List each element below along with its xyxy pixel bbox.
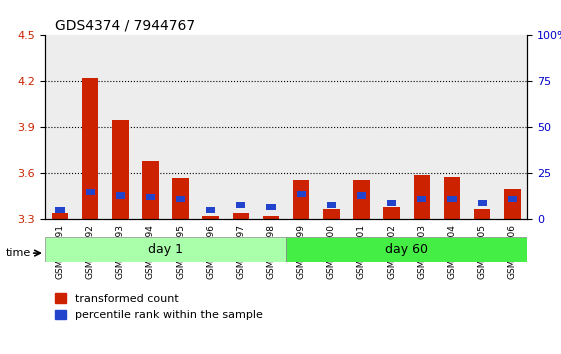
- Text: time: time: [6, 248, 31, 258]
- Text: GDS4374 / 7944767: GDS4374 / 7944767: [54, 19, 195, 33]
- Text: day 60: day 60: [385, 243, 428, 256]
- Bar: [135, 35, 165, 219]
- Bar: [233, 213, 249, 219]
- Bar: [226, 35, 256, 219]
- Bar: [357, 193, 366, 199]
- Bar: [203, 216, 219, 219]
- Bar: [142, 161, 159, 219]
- Bar: [176, 196, 185, 202]
- Bar: [146, 194, 155, 200]
- Bar: [172, 178, 189, 219]
- Bar: [82, 78, 98, 219]
- Bar: [52, 213, 68, 219]
- Bar: [447, 196, 457, 202]
- Bar: [105, 35, 135, 219]
- Bar: [508, 196, 517, 202]
- Bar: [323, 209, 339, 219]
- Bar: [376, 35, 407, 219]
- Bar: [286, 35, 316, 219]
- Bar: [266, 204, 275, 210]
- Bar: [497, 35, 527, 219]
- Bar: [293, 179, 310, 219]
- Bar: [45, 35, 75, 219]
- Bar: [474, 209, 490, 219]
- Bar: [56, 207, 65, 213]
- Bar: [327, 202, 336, 208]
- Bar: [263, 216, 279, 219]
- Bar: [407, 35, 437, 219]
- Bar: [437, 35, 467, 219]
- Bar: [417, 196, 426, 202]
- Bar: [165, 35, 196, 219]
- FancyBboxPatch shape: [45, 237, 286, 262]
- Bar: [467, 35, 497, 219]
- FancyBboxPatch shape: [286, 237, 527, 262]
- Bar: [387, 200, 396, 206]
- Text: day 1: day 1: [148, 243, 183, 256]
- Bar: [316, 35, 346, 219]
- Bar: [444, 177, 460, 219]
- Bar: [196, 35, 226, 219]
- Bar: [236, 202, 246, 208]
- Bar: [504, 189, 521, 219]
- Bar: [383, 207, 400, 219]
- Bar: [256, 35, 286, 219]
- Bar: [85, 189, 95, 195]
- Bar: [346, 35, 376, 219]
- Legend: transformed count, percentile rank within the sample: transformed count, percentile rank withi…: [50, 289, 267, 325]
- Bar: [116, 193, 125, 199]
- Bar: [413, 175, 430, 219]
- Bar: [75, 35, 105, 219]
- Bar: [477, 200, 487, 206]
- Bar: [297, 191, 306, 197]
- Bar: [353, 179, 370, 219]
- Bar: [112, 120, 128, 219]
- Bar: [206, 207, 215, 213]
